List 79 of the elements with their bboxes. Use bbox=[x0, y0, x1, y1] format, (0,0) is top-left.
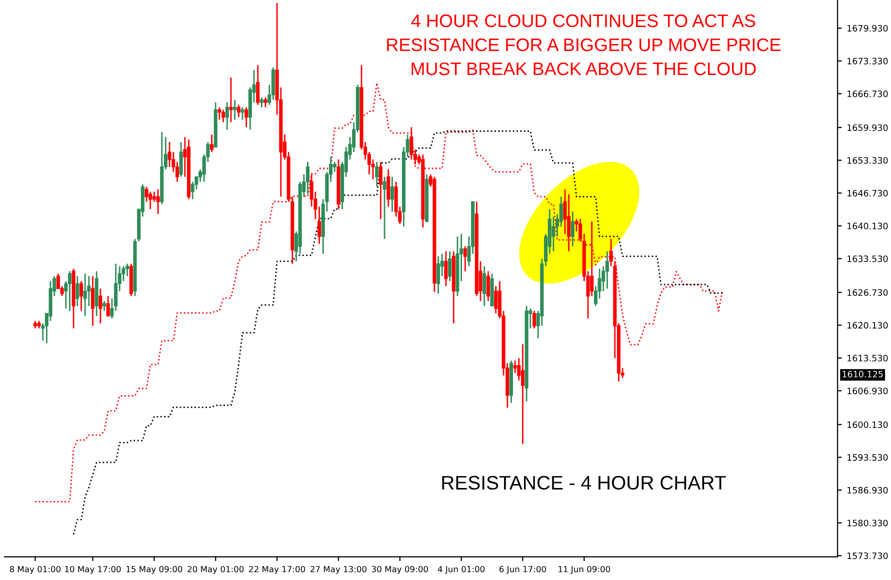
candlestick bbox=[494, 285, 498, 314]
y-tick-label: 1633.530 bbox=[848, 255, 888, 262]
candlestick bbox=[126, 263, 130, 277]
candlestick bbox=[90, 275, 95, 327]
y-tick-label: 1673.330 bbox=[848, 58, 888, 64]
candlestick bbox=[222, 109, 226, 123]
x-tick-label: 20 May 01:00 bbox=[188, 566, 244, 574]
candlestick bbox=[76, 275, 80, 307]
x-tick-label: 4 Jun 01:00 bbox=[438, 566, 485, 574]
candlestick bbox=[378, 161, 382, 220]
candlestick bbox=[210, 134, 214, 153]
x-tick-label: 30 May 09:00 bbox=[372, 566, 428, 574]
candlestick bbox=[570, 210, 574, 248]
candlestick bbox=[244, 106, 248, 128]
y-tick-label: 1606.930 bbox=[848, 388, 888, 394]
y-tick-label: 1620.130 bbox=[848, 322, 888, 329]
candlestick bbox=[218, 106, 222, 120]
candlestick bbox=[179, 141, 183, 178]
candlestick bbox=[609, 238, 613, 267]
y-tick-label: 1626.730 bbox=[848, 289, 888, 296]
candlestick bbox=[256, 64, 260, 106]
candlestick bbox=[605, 250, 609, 290]
candlestick bbox=[152, 191, 156, 202]
candlestick bbox=[260, 96, 264, 108]
candlestick bbox=[463, 246, 467, 272]
x-tick-label: 22 May 17:00 bbox=[249, 566, 306, 574]
candlestick bbox=[236, 104, 240, 118]
x-tick-label: 6 Jun 17:00 bbox=[500, 566, 546, 574]
candlestick bbox=[532, 310, 536, 330]
y-tick-label: 1600.130 bbox=[848, 421, 888, 428]
y-tick-label: 1666.730 bbox=[848, 90, 888, 98]
text: 1610.125 bbox=[842, 370, 883, 378]
candlestick bbox=[68, 270, 72, 312]
candlestick bbox=[168, 141, 172, 168]
x-tick-label: 15 May 09:00 bbox=[126, 566, 182, 574]
candlestick bbox=[240, 106, 244, 120]
y-tick-label: 1659.930 bbox=[848, 124, 888, 131]
candlestick bbox=[482, 266, 486, 307]
candlestick bbox=[382, 176, 386, 240]
candlestick bbox=[390, 176, 394, 212]
y-tick-label: 1653.330 bbox=[848, 157, 888, 164]
annotation: 4 HOUR CLOUD CONTINUES TO ACT AS RESISTANCE FOR A BIGGER UP MOVE PRICE MUST BREAK BACK ABOVE THE CLOUD bbox=[387, 14, 780, 76]
candlestick bbox=[156, 188, 160, 215]
y-tick-label: 1679.930 bbox=[848, 24, 888, 32]
candlestick bbox=[306, 161, 310, 195]
candlestick bbox=[233, 99, 237, 120]
candlestick bbox=[102, 300, 106, 312]
candlestick bbox=[590, 220, 594, 297]
y-tick-label: 1646.730 bbox=[848, 190, 888, 197]
candlestick bbox=[386, 168, 390, 208]
y-tick-label: 1573.730 bbox=[848, 552, 888, 560]
candlestick bbox=[229, 76, 233, 123]
candlestick bbox=[552, 216, 556, 252]
candlestick bbox=[332, 161, 336, 173]
candlestick bbox=[486, 270, 490, 302]
x-tick-label: 10 May 17:00 bbox=[65, 566, 121, 574]
candlestick bbox=[83, 272, 87, 317]
y-tick-label: 1613.530 bbox=[848, 354, 888, 362]
candlestick bbox=[225, 102, 229, 130]
annotation: RESISTANCE - 4 HOUR CHART bbox=[442, 476, 726, 490]
y-tick-label: 1586.930 bbox=[848, 486, 888, 494]
y-tick-label: 1640.130 bbox=[848, 222, 888, 230]
candlestick bbox=[520, 344, 524, 445]
candlestick bbox=[436, 256, 440, 294]
x-tick-label: 11 Jun 09:00 bbox=[558, 566, 610, 574]
candlestick bbox=[264, 96, 268, 108]
candlestick bbox=[106, 295, 110, 317]
candlestick bbox=[448, 250, 452, 282]
candlestick bbox=[513, 360, 517, 374]
x-tick-label: 27 May 13:00 bbox=[310, 566, 366, 574]
candlestick bbox=[79, 280, 83, 312]
candlestick bbox=[444, 250, 448, 287]
y-tick-label: 1580.330 bbox=[848, 520, 888, 526]
candlestick bbox=[98, 288, 102, 324]
candlestick bbox=[375, 161, 379, 188]
candlestick bbox=[148, 191, 152, 210]
candlestick bbox=[410, 126, 414, 160]
x-tick-label: 8 May 01:00 bbox=[10, 566, 61, 574]
y-tick-label: 1593.530 bbox=[848, 454, 888, 461]
